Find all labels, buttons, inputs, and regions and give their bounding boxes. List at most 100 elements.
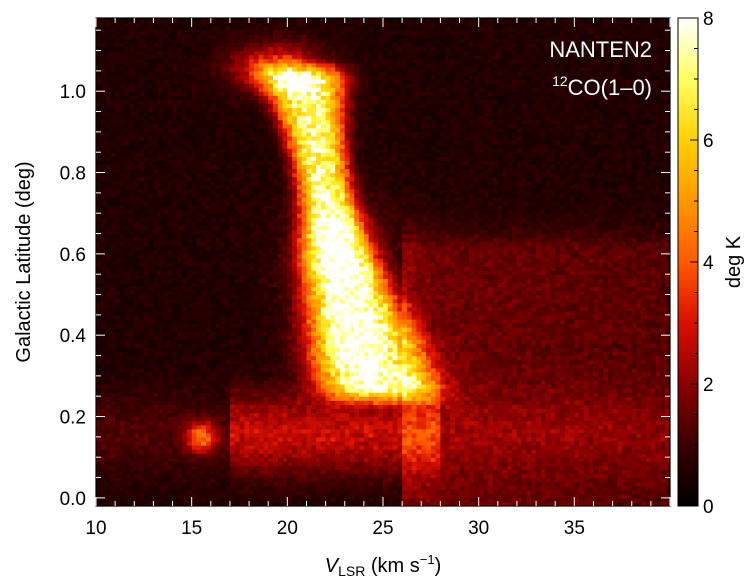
heatmap-cell <box>143 58 150 64</box>
heatmap-cell <box>110 34 116 39</box>
heatmap-cell <box>220 440 226 446</box>
heatmap-cell <box>220 209 226 214</box>
heatmap-cell <box>229 440 236 446</box>
heatmap-cell <box>234 323 241 328</box>
heatmap-cell <box>182 331 188 336</box>
heatmap-cell <box>210 74 217 80</box>
heatmap-cell <box>249 245 255 251</box>
heatmap-cell <box>225 46 231 52</box>
heatmap-cell <box>287 253 293 259</box>
heatmap-cell <box>134 22 140 27</box>
heatmap-cell <box>124 135 131 141</box>
heatmap-cell <box>148 253 154 259</box>
heatmap-cell <box>258 249 264 255</box>
heatmap-cell <box>244 379 250 385</box>
heatmap-cell <box>201 445 207 450</box>
heatmap-cell <box>239 180 245 186</box>
heatmap-cell <box>234 115 241 121</box>
heatmap-cell <box>234 176 241 182</box>
heatmap-cell <box>110 424 116 430</box>
heatmap-cell <box>287 473 293 479</box>
heatmap-cell <box>201 367 207 373</box>
heatmap-cell <box>225 164 231 170</box>
heatmap-cell <box>119 290 126 296</box>
heatmap-cell <box>273 172 279 178</box>
heatmap-cell <box>268 485 274 491</box>
heatmap-cell <box>167 310 174 316</box>
heatmap-cell <box>105 347 111 353</box>
heatmap-cell <box>167 274 174 279</box>
heatmap-cell <box>191 473 198 479</box>
heatmap-cell <box>115 233 121 239</box>
heatmap-cell <box>163 327 169 332</box>
heatmap-cell <box>139 160 145 165</box>
heatmap-cell <box>139 123 145 129</box>
heatmap-cell <box>258 119 264 125</box>
heatmap-cell <box>229 253 236 259</box>
heatmap-cell <box>186 196 193 202</box>
heatmap-cell <box>148 436 154 442</box>
heatmap-cell <box>182 485 188 491</box>
heatmap-cell <box>215 318 221 324</box>
heatmap-cell <box>124 408 131 414</box>
heatmap-cell <box>148 209 154 214</box>
heatmap-cell <box>139 152 145 157</box>
heatmap-cell <box>182 469 188 475</box>
heatmap-cell <box>143 156 150 161</box>
heatmap-cell <box>129 436 135 442</box>
heatmap-cell <box>119 42 126 48</box>
heatmap-cell <box>100 440 107 446</box>
heatmap-cell <box>115 217 121 222</box>
heatmap-cell <box>186 335 193 340</box>
heatmap-cell <box>249 188 255 194</box>
heatmap-cell <box>153 54 159 60</box>
heatmap-cell <box>96 436 102 442</box>
heatmap-cell <box>139 469 145 475</box>
heatmap-cell <box>253 359 260 365</box>
heatmap-cell <box>148 70 154 76</box>
heatmap-cell <box>287 160 293 165</box>
heatmap-cell <box>225 95 231 100</box>
heatmap-cell <box>143 266 150 271</box>
heatmap-cell <box>225 335 231 340</box>
heatmap-cell <box>119 274 126 279</box>
heatmap-cell <box>115 262 121 267</box>
heatmap-cell <box>163 241 169 247</box>
heatmap-cell <box>215 408 221 414</box>
heatmap-cell <box>201 363 207 369</box>
heatmap-cell <box>182 290 188 296</box>
heatmap-cell <box>215 331 221 336</box>
heatmap-cell <box>229 229 236 235</box>
heatmap-cell <box>258 245 264 251</box>
heatmap-cell <box>148 396 154 401</box>
heatmap-cell <box>273 416 279 422</box>
heatmap-cell <box>206 278 212 283</box>
heatmap-cell <box>215 424 221 430</box>
heatmap-cell <box>100 343 107 348</box>
heatmap-cell <box>282 26 288 31</box>
heatmap-cell <box>292 453 298 458</box>
heatmap-cell <box>105 192 111 198</box>
heatmap-cell <box>244 209 250 214</box>
heatmap-cell <box>215 416 221 422</box>
heatmap-cell <box>215 209 221 214</box>
heatmap-cell <box>292 290 298 296</box>
heatmap-cell <box>153 266 159 271</box>
heatmap-cell <box>139 278 145 283</box>
heatmap-cell <box>182 298 188 304</box>
heatmap-cell <box>206 351 212 357</box>
heatmap-cell <box>139 465 145 470</box>
heatmap-cell <box>105 445 111 450</box>
heatmap-cell <box>96 209 102 214</box>
heatmap-cell <box>96 144 102 149</box>
heatmap-cell <box>210 489 217 495</box>
heatmap-cell <box>277 379 284 385</box>
heatmap-cell <box>182 237 188 243</box>
heatmap-cell <box>110 469 116 475</box>
heatmap-cell <box>282 404 288 409</box>
heatmap-cell <box>143 449 150 454</box>
heatmap-cell <box>182 367 188 373</box>
heatmap-cell <box>139 266 145 271</box>
heatmap-cell <box>249 115 255 121</box>
heatmap-cell <box>229 290 236 296</box>
